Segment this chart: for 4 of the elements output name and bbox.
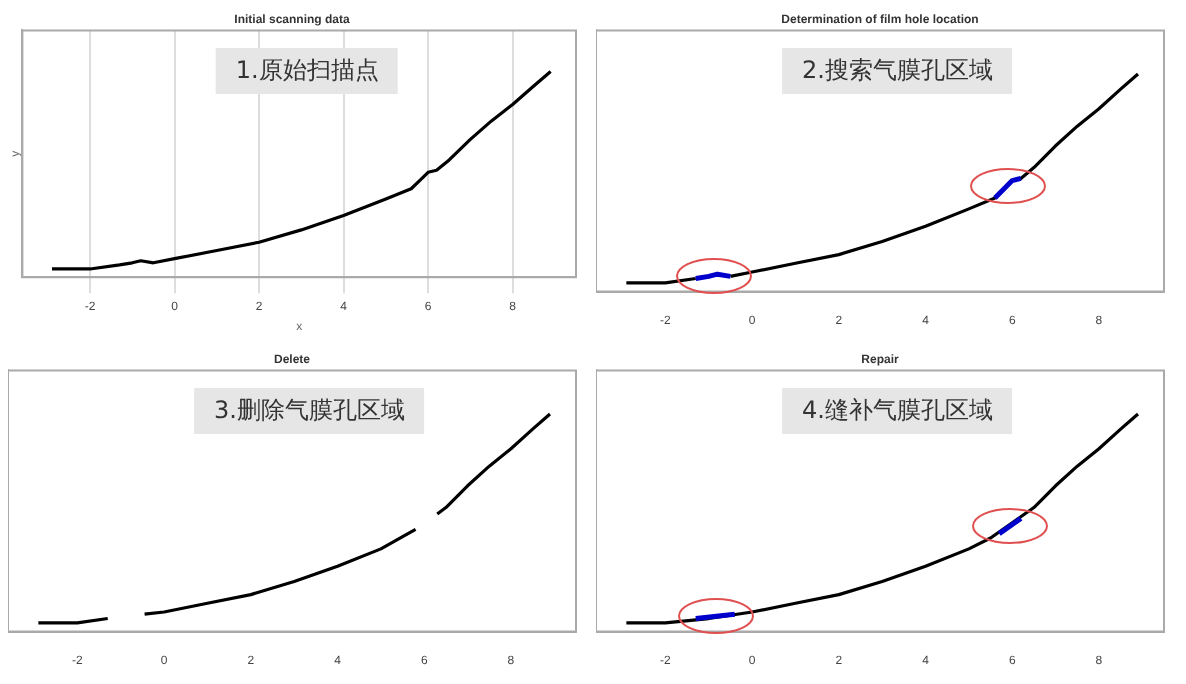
annotation: 1.原始扫描点 [215,48,399,94]
annotation: 4.缝补气膜孔区域 [782,388,1013,434]
annotation: 3.删除气膜孔区域 [194,388,425,434]
annotation: 2.搜索气膜孔区域 [782,48,1013,94]
